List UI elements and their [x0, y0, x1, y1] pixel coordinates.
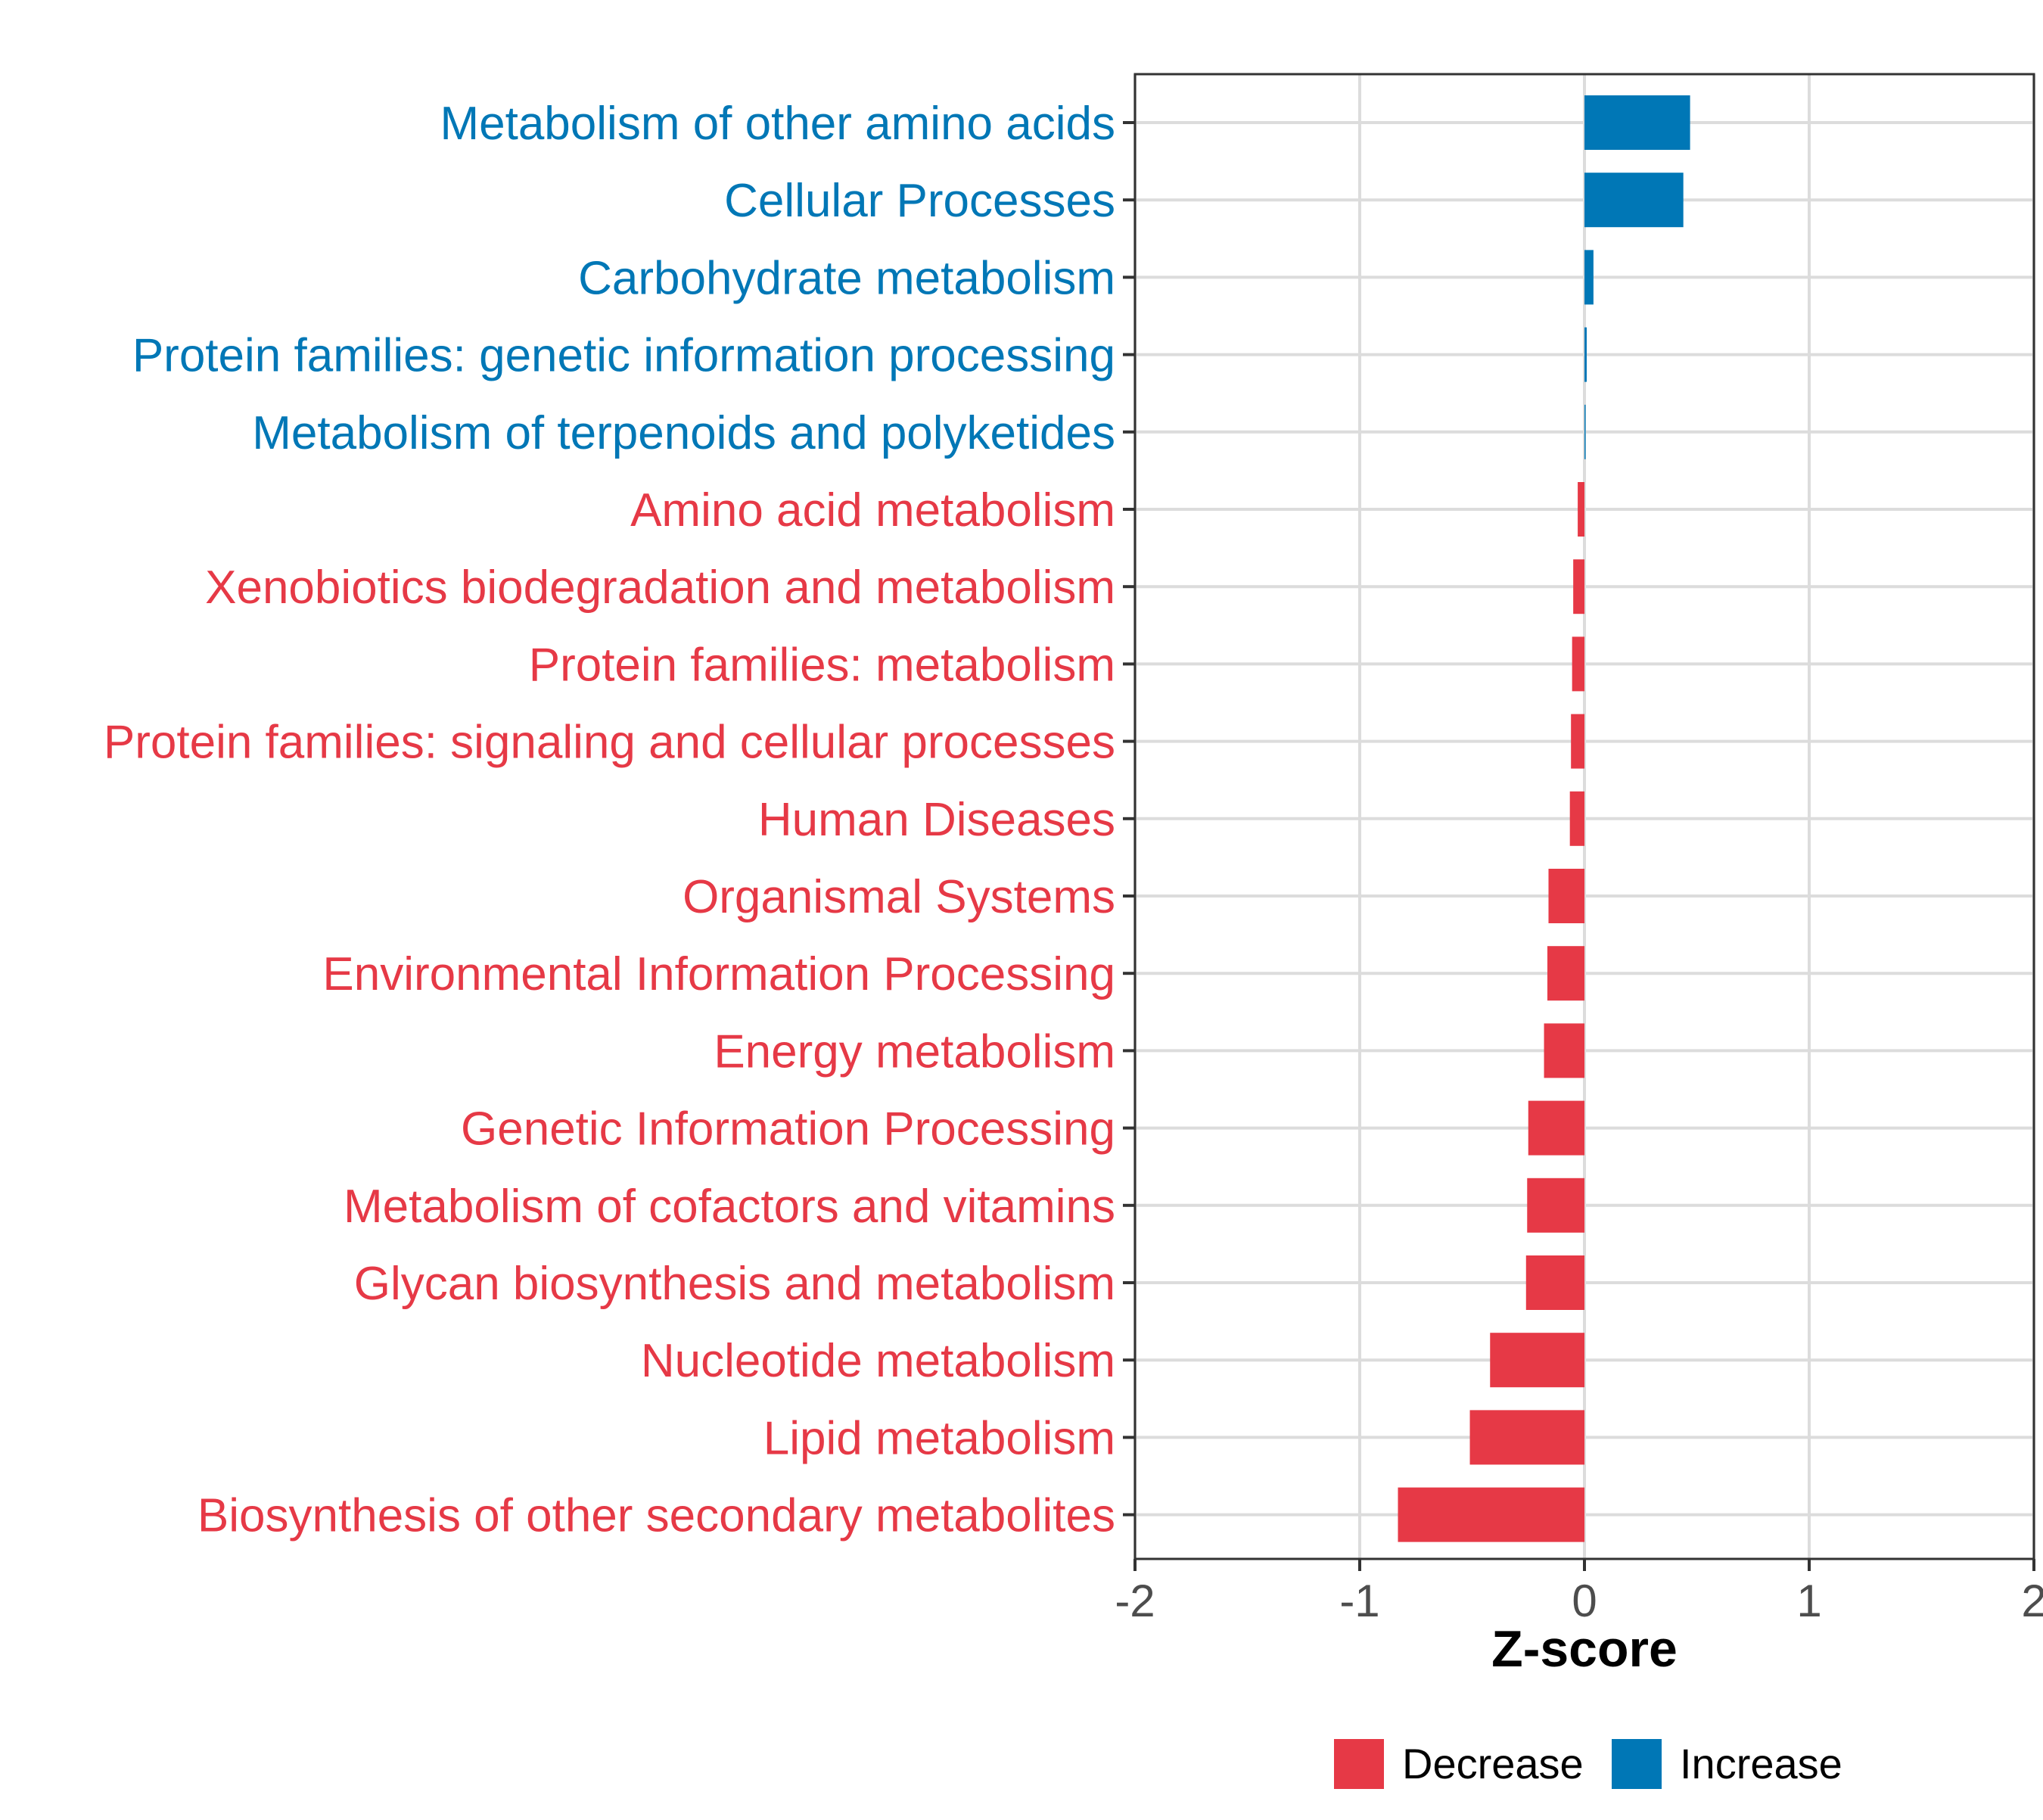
- bar: [1527, 1178, 1584, 1233]
- category-label: Lipid metabolism: [763, 1412, 1115, 1464]
- legend-label-decrease: Decrease: [1402, 1740, 1584, 1787]
- category-label: Xenobiotics biodegradation and metabolis…: [205, 562, 1115, 614]
- category-label: Cellular Processes: [724, 175, 1115, 227]
- bar: [1584, 173, 1684, 228]
- x-tick-label: 0: [1572, 1576, 1597, 1626]
- category-label: Metabolism of terpenoids and polyketides: [252, 407, 1115, 459]
- category-label: Energy metabolism: [714, 1025, 1115, 1078]
- category-label: Metabolism of other amino acids: [440, 98, 1115, 150]
- x-tick-label: 2: [2021, 1576, 2043, 1626]
- bar: [1578, 482, 1584, 537]
- category-label: Protein families: signaling and cellular…: [104, 717, 1115, 769]
- category-label: Genetic Information Processing: [461, 1103, 1115, 1156]
- x-tick-layer: -2 -1 0 1 2: [1115, 1559, 2043, 1626]
- bar: [1573, 559, 1584, 614]
- x-tick-label: -1: [1339, 1576, 1379, 1626]
- bar-layer: [1398, 95, 1690, 1542]
- bar: [1569, 791, 1584, 846]
- y-label-layer: Metabolism of other amino acids Cellular …: [104, 98, 1115, 1542]
- bar: [1571, 714, 1584, 769]
- category-label: Metabolism of cofactors and vitamins: [344, 1181, 1115, 1233]
- bar: [1584, 404, 1586, 459]
- legend-swatch-increase: [1612, 1739, 1662, 1789]
- category-label: Human Diseases: [758, 794, 1115, 846]
- category-label: Glycan biosynthesis and metabolism: [354, 1258, 1115, 1310]
- legend-swatch-decrease: [1334, 1739, 1384, 1789]
- bar: [1584, 250, 1594, 305]
- y-tick-layer: [1123, 121, 1135, 1517]
- bar: [1398, 1487, 1584, 1542]
- category-label: Biosynthesis of other secondary metaboli…: [197, 1490, 1115, 1542]
- x-tick-label: -2: [1115, 1576, 1155, 1626]
- legend: Decrease Increase: [1334, 1739, 1842, 1789]
- bar: [1584, 327, 1587, 382]
- category-label: Protein families: genetic information pr…: [132, 330, 1115, 382]
- bar: [1469, 1410, 1584, 1465]
- bar: [1490, 1333, 1584, 1388]
- bar: [1547, 946, 1584, 1001]
- x-tick-label: 1: [1796, 1576, 1821, 1626]
- category-label: Environmental Information Processing: [322, 948, 1115, 1000]
- legend-label-increase: Increase: [1680, 1740, 1842, 1787]
- bar: [1572, 636, 1584, 692]
- category-label: Carbohydrate metabolism: [578, 252, 1115, 304]
- bar: [1548, 869, 1584, 923]
- bar: [1528, 1100, 1584, 1156]
- bar: [1544, 1023, 1584, 1078]
- category-label: Amino acid metabolism: [630, 484, 1115, 537]
- category-label: Protein families: metabolism: [529, 639, 1115, 691]
- x-axis-title: Z-score: [1491, 1620, 1678, 1678]
- category-label: Organismal Systems: [683, 871, 1115, 923]
- bar: [1525, 1255, 1584, 1310]
- bar: [1584, 95, 1690, 150]
- category-label: Nucleotide metabolism: [641, 1335, 1115, 1387]
